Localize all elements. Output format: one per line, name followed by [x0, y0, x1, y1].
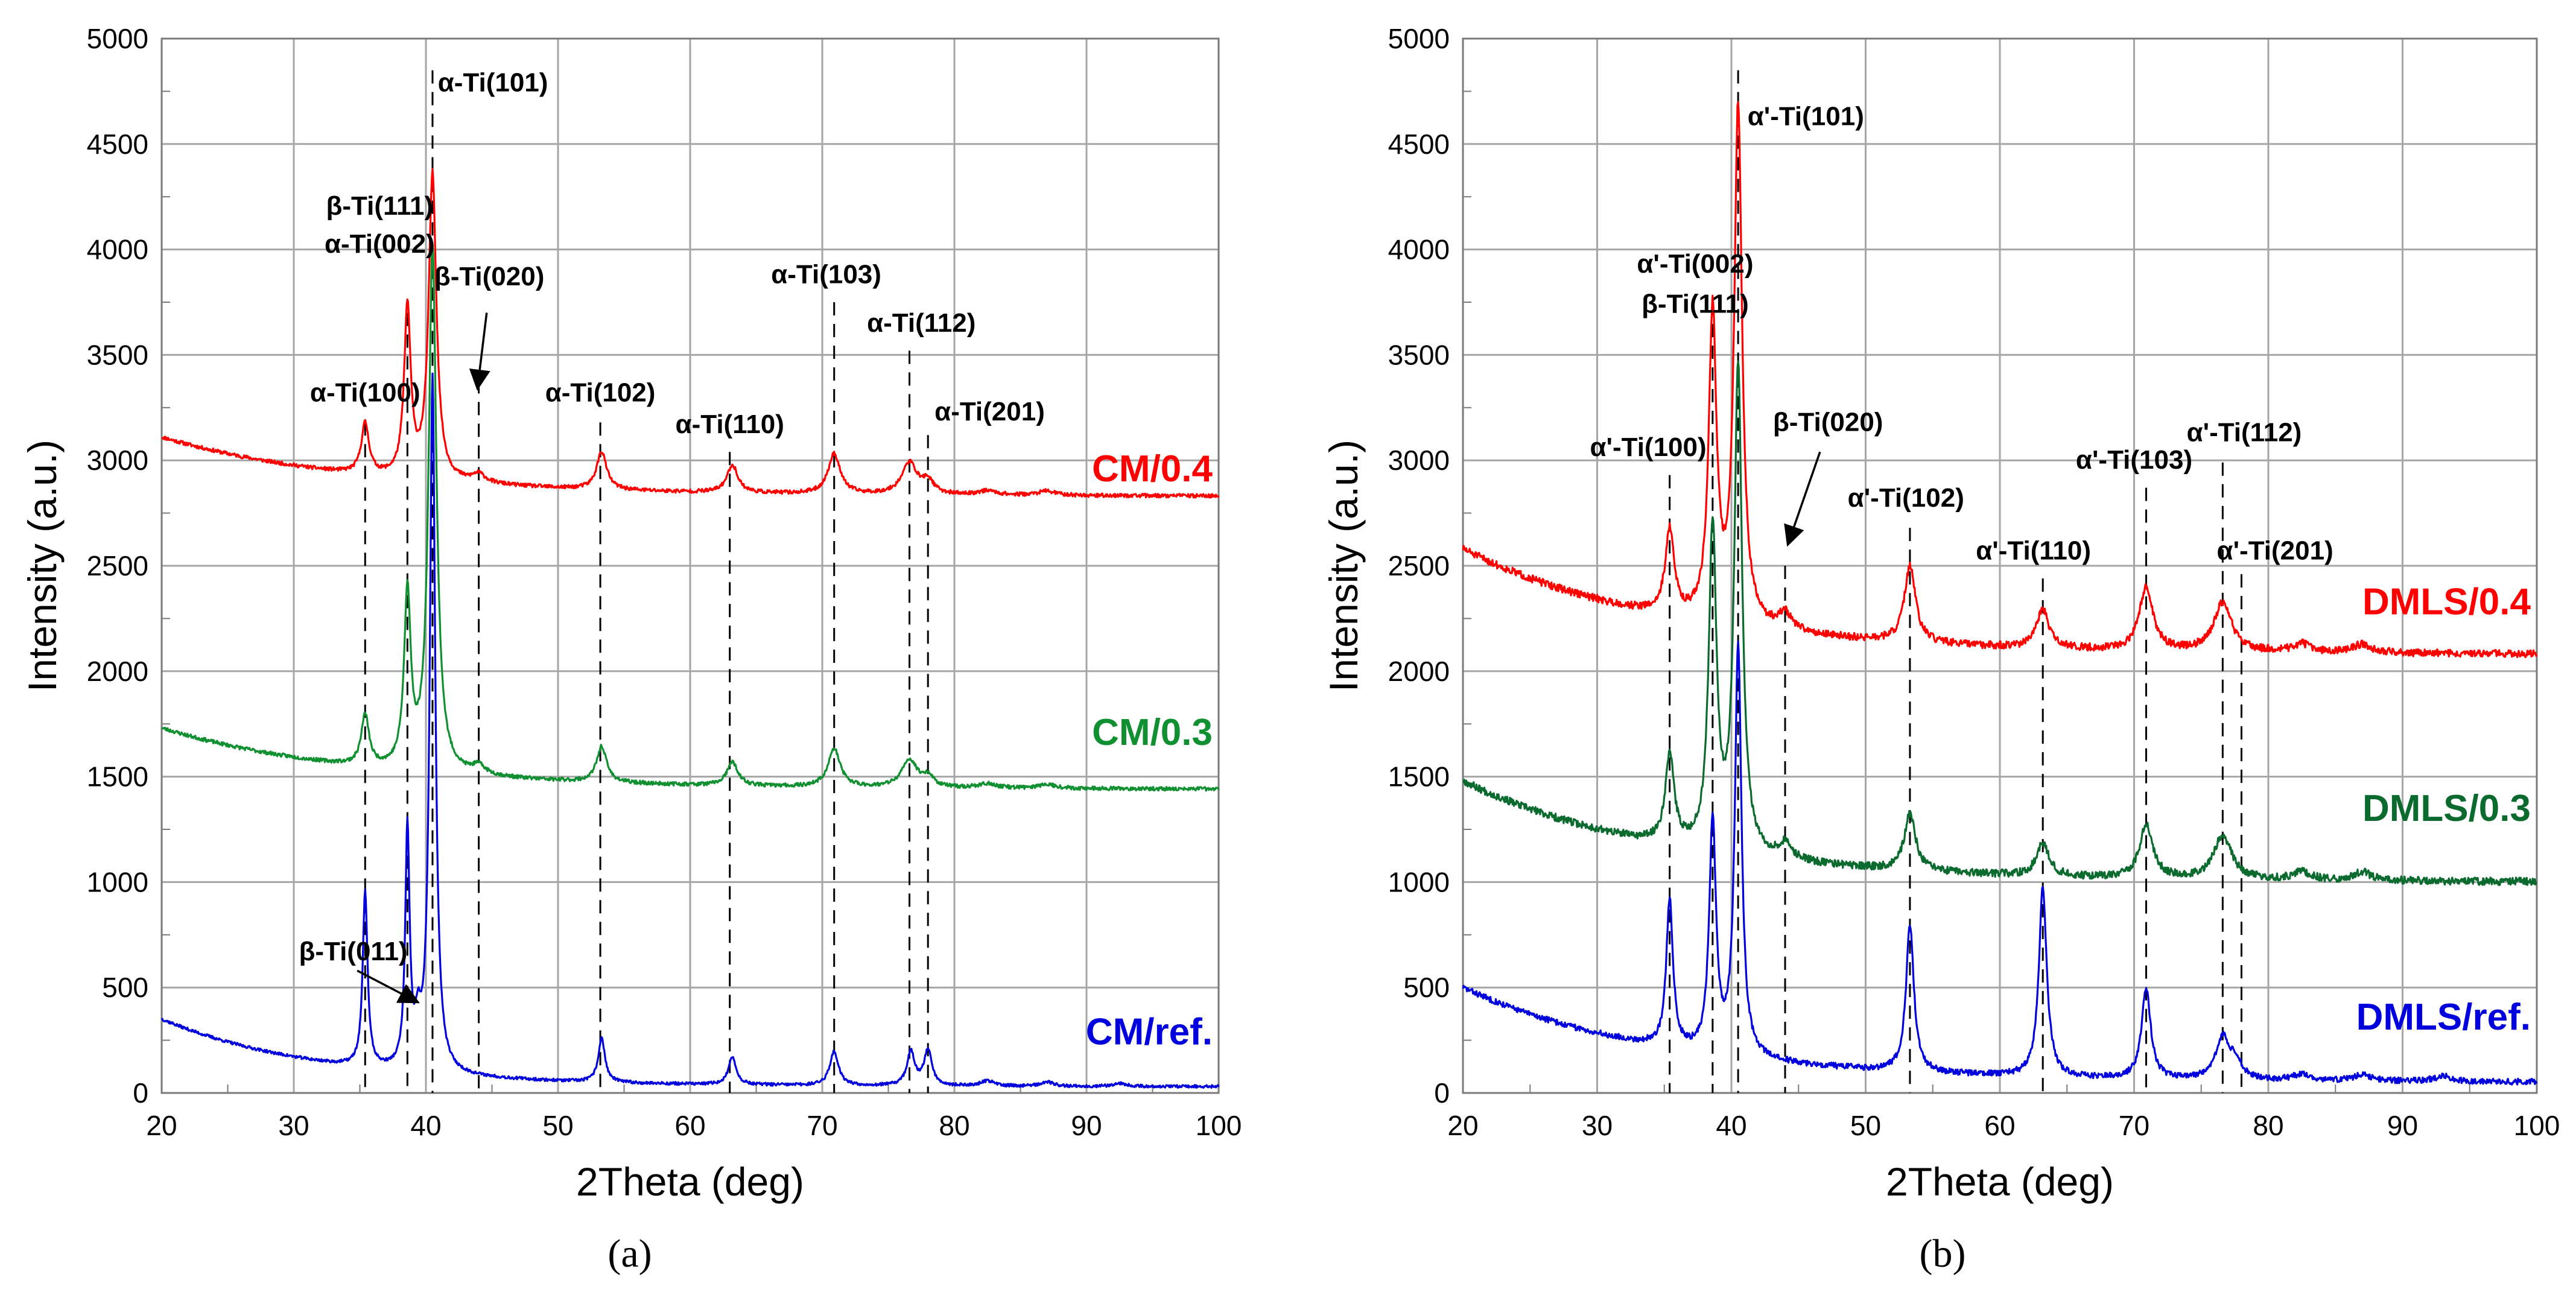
y-tick-label: 4500: [87, 128, 148, 160]
peak-label: α'-Ti(110): [1976, 536, 2091, 566]
peak-label: β-Ti(111): [326, 191, 434, 221]
peak-label: α'-Ti(103): [2076, 445, 2192, 475]
peak-label: α'-Ti(102): [1848, 483, 1964, 513]
series-label: CM/0.3: [1092, 712, 1213, 753]
y-tick-label: 3000: [1388, 445, 1450, 476]
peak-label: α-Ti(101): [438, 68, 548, 97]
series-line-cm-0-4: [161, 168, 1220, 499]
peak-label: α-Ti(112): [867, 308, 976, 338]
x-tick-label: 30: [278, 1110, 309, 1141]
x-tick-label: 50: [542, 1110, 573, 1141]
peak-label: α-Ti(201): [934, 397, 1045, 426]
peak-label: α'-Ti(101): [1748, 101, 1864, 131]
y-tick-label: 1000: [87, 866, 148, 898]
x-tick-label: 100: [1196, 1110, 1242, 1141]
peak-label: β-Ti(020): [434, 262, 545, 291]
y-tick-label: 4500: [1388, 128, 1450, 160]
peak-label: α-Ti(103): [771, 260, 881, 290]
y-axis-label: Intensity (a.u.): [1321, 440, 1366, 692]
x-tick-label: 80: [939, 1110, 969, 1141]
x-tick-label: 60: [674, 1110, 705, 1141]
x-axis-label: 2Theta (deg): [576, 1159, 804, 1204]
panel-b-chart: 20 30 40 50 60 70 80 90 100050010001500200025003…: [1321, 23, 2560, 1276]
panel-caption: (a): [608, 1232, 652, 1276]
x-tick-label: 50: [1850, 1110, 1881, 1141]
panel-a-chart: 20 30 40 50 60 70 80 90 100050010001500200025003…: [20, 23, 1242, 1276]
peak-label: α-Ti(110): [676, 410, 784, 439]
x-tick-label: 20: [1447, 1110, 1478, 1141]
y-tick-label: 2500: [87, 550, 148, 581]
peak-label: α'-Ti(002): [1637, 249, 1753, 279]
x-tick-label: 100: [2514, 1110, 2560, 1141]
x-tick-label: 40: [410, 1110, 441, 1141]
y-tick-label: 1500: [1388, 761, 1450, 793]
x-tick-label: 60: [1984, 1110, 2015, 1141]
x-tick-label: 20: [146, 1110, 177, 1141]
series-line-dmls-ref: [1462, 641, 2538, 1086]
series-label: DMLS/ref.: [2356, 996, 2531, 1038]
panel-caption: (b): [1920, 1232, 1966, 1276]
peak-label: β-Ti(011): [299, 937, 407, 966]
y-tick-label: 2000: [1388, 656, 1450, 687]
y-tick-label: 3500: [1388, 339, 1450, 370]
x-tick-label: 80: [2253, 1110, 2283, 1141]
x-tick-label: 40: [1716, 1110, 1746, 1141]
x-tick-label: 70: [807, 1110, 837, 1141]
peak-label: β-Ti(020): [1773, 407, 1883, 437]
annotation-arrow: [469, 312, 490, 391]
x-tick-label: 30: [1582, 1110, 1613, 1141]
series-line-cm-0-3: [161, 242, 1220, 792]
peak-label: α'-Ti(112): [2187, 418, 2302, 448]
x-tick-label: 90: [1071, 1110, 1102, 1141]
peak-label: α'-Ti(201): [2217, 536, 2333, 566]
peak-label: α-Ti(002): [325, 229, 435, 259]
peak-label: α-Ti(102): [545, 378, 656, 407]
y-tick-label: 4000: [1388, 234, 1450, 265]
y-tick-label: 500: [1403, 972, 1450, 1003]
y-tick-label: 1500: [87, 761, 148, 793]
y-tick-label: 1000: [1388, 866, 1450, 898]
x-axis-label: 2Theta (deg): [1886, 1159, 2114, 1204]
y-tick-label: 3500: [87, 339, 148, 370]
y-tick-label: 5000: [87, 23, 148, 54]
series-label: DMLS/0.3: [2362, 788, 2531, 829]
plot-area-frame: [1462, 37, 2538, 1094]
y-tick-label: 0: [133, 1077, 148, 1109]
x-tick-label: 90: [2387, 1110, 2418, 1141]
series-label: DMLS/0.4: [2362, 581, 2531, 622]
peak-label: α'-Ti(100): [1590, 432, 1706, 462]
y-tick-label: 0: [1434, 1077, 1450, 1109]
annotation-arrow: [357, 969, 420, 1004]
y-tick-label: 2500: [1388, 550, 1450, 581]
y-tick-label: 2000: [87, 656, 148, 687]
series-label: CM/0.4: [1092, 448, 1213, 490]
series-label: CM/ref.: [1086, 1012, 1213, 1053]
y-tick-label: 5000: [1388, 23, 1450, 54]
plot-area-frame: [160, 37, 1220, 1094]
series-line-dmls-0-4: [1462, 101, 2538, 659]
peak-label: β-Ti(111): [1642, 289, 1749, 318]
series-line-dmls-0-3: [1462, 360, 2537, 886]
y-tick-label: 500: [102, 972, 148, 1003]
annotation-arrow: [1784, 451, 1821, 547]
y-tick-label: 3000: [87, 445, 148, 476]
x-tick-label: 70: [2119, 1110, 2149, 1141]
peak-label: α-Ti(100): [310, 378, 420, 407]
series-line-cm-ref: [160, 372, 1220, 1089]
y-tick-label: 4000: [87, 234, 148, 265]
y-axis-label: Intensity (a.u.): [20, 440, 65, 692]
